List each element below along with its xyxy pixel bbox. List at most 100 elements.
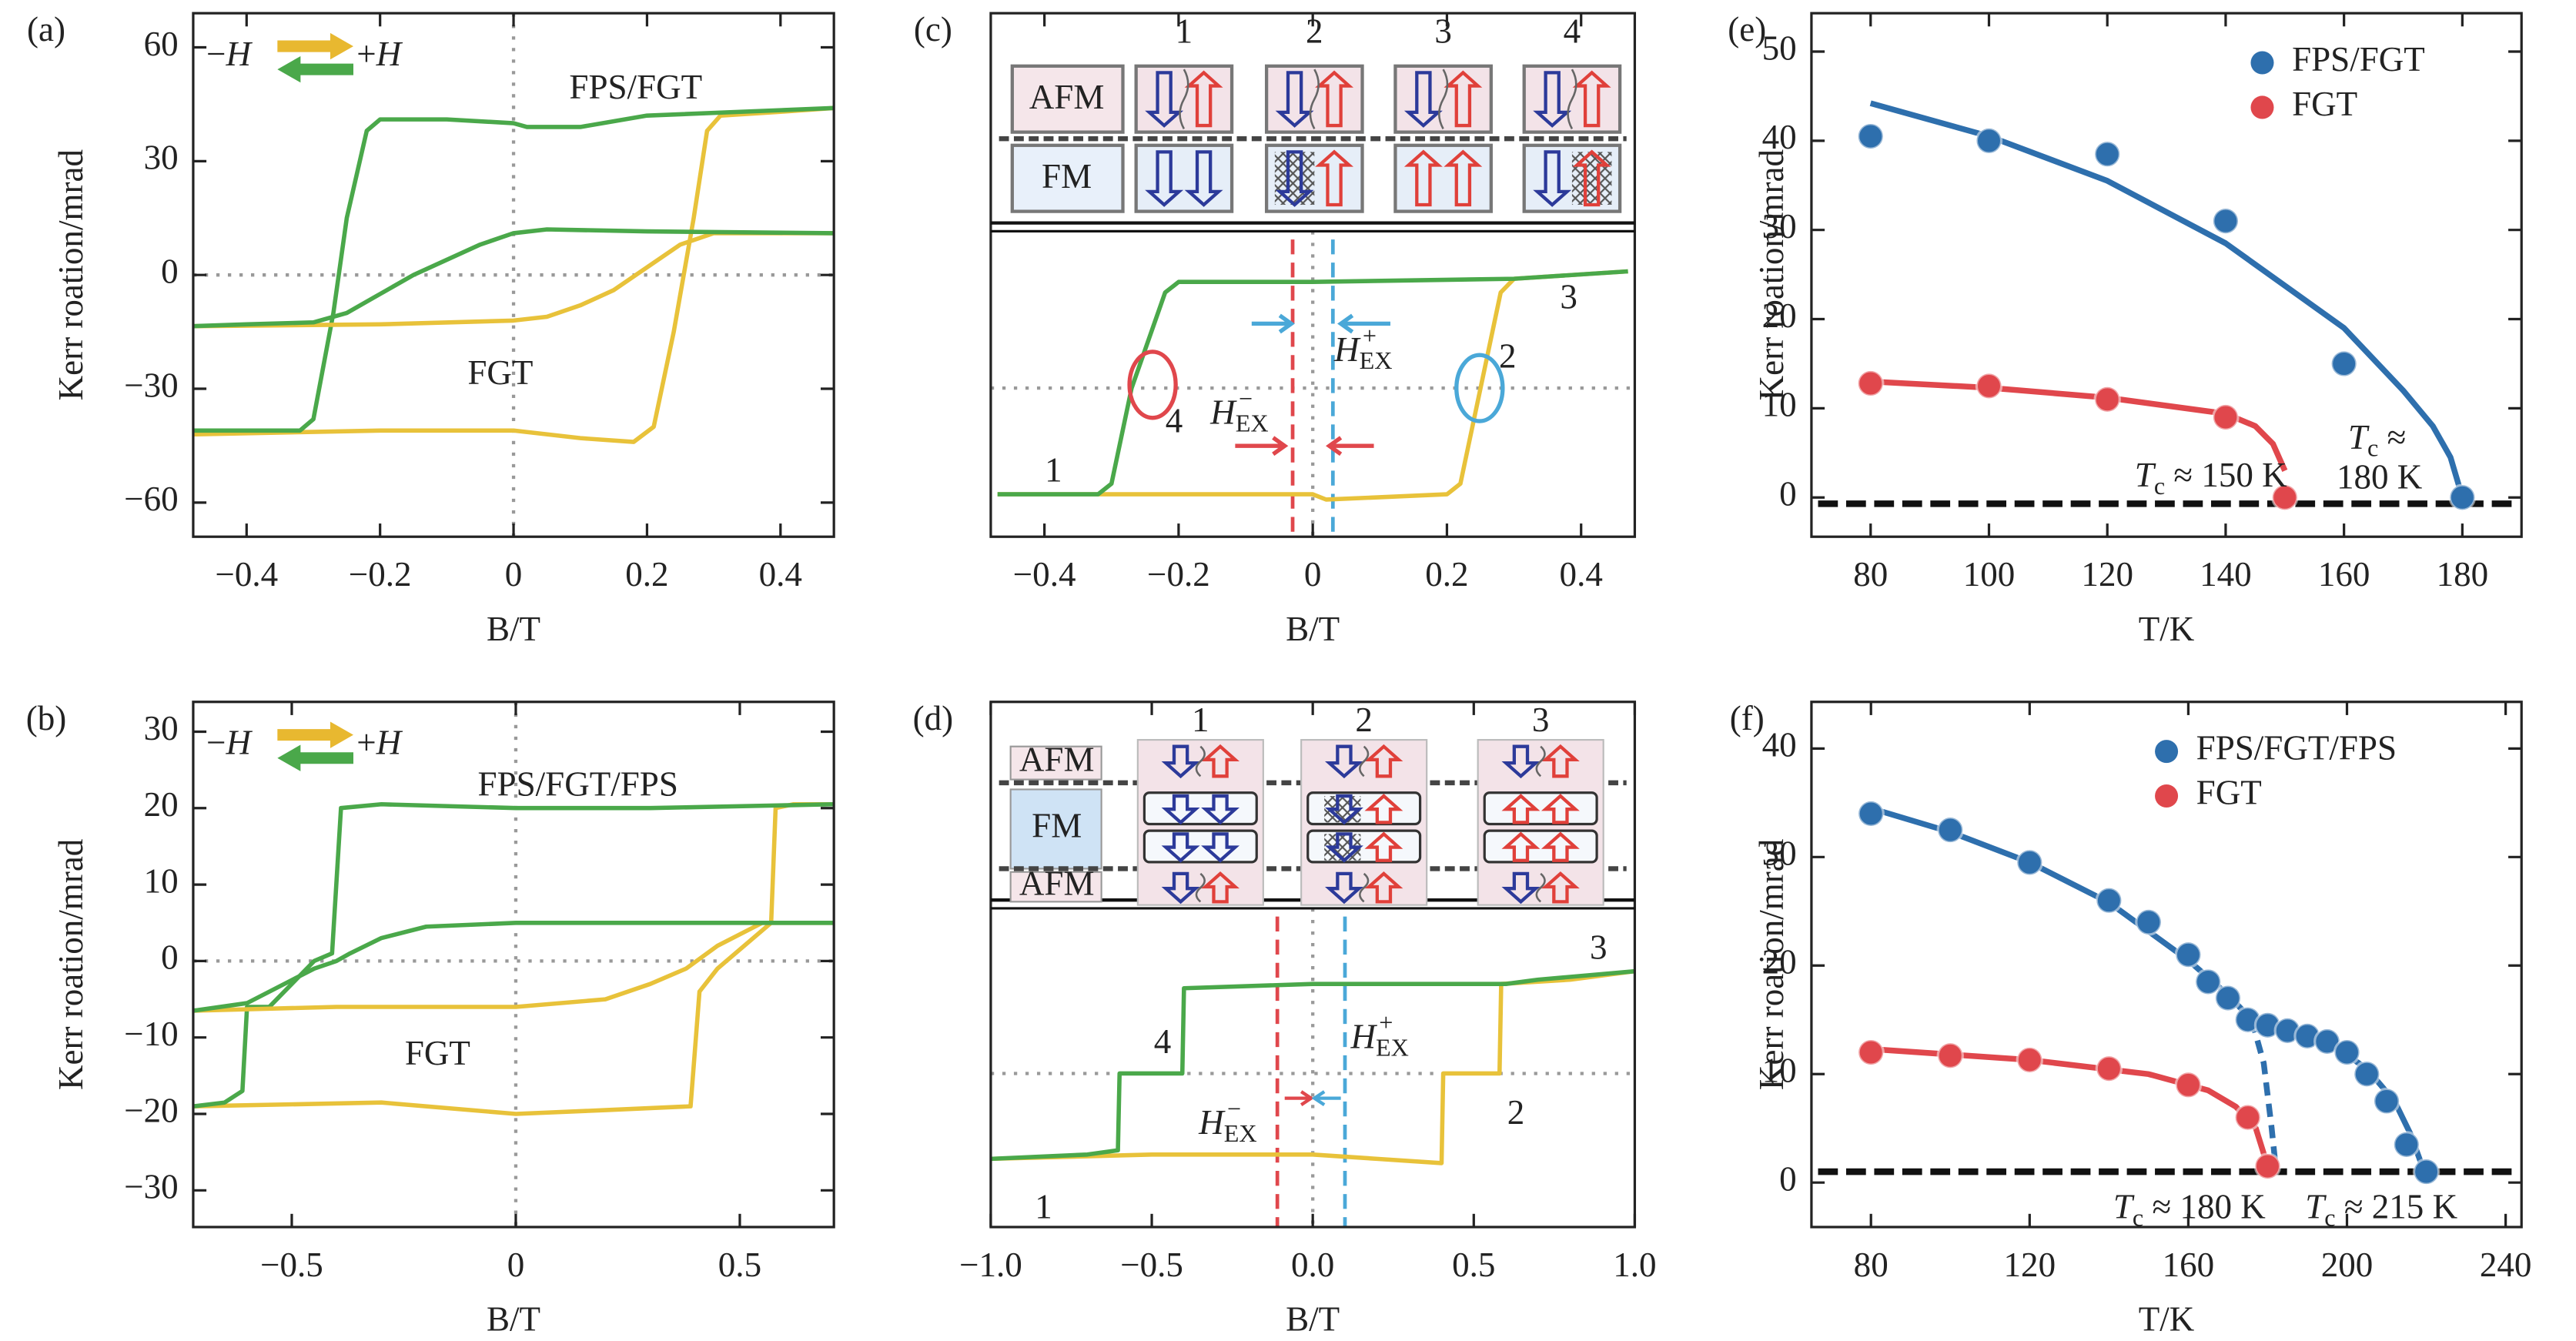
y-tick-label: −30 (124, 366, 178, 404)
annotation-part: ≈ 150 K (2165, 456, 2287, 494)
state-fm (1393, 143, 1493, 213)
annotation: Tc ≈ (2348, 418, 2406, 462)
data-point (2093, 386, 2121, 413)
spin-arrow (1501, 831, 1541, 862)
annotation-part: H (376, 724, 403, 762)
annotation-part: FGT (405, 1034, 470, 1072)
annotation: FGT (405, 1034, 470, 1072)
bias-arrow (1311, 1090, 1341, 1107)
x-tick-label: −0.5 (1120, 1246, 1183, 1284)
annotation: 4 (1166, 402, 1183, 440)
annotation: 2 (1499, 337, 1517, 376)
data-point (1975, 127, 2003, 155)
annotation: +H (356, 35, 403, 73)
annotation-part: 1 (1035, 1188, 1052, 1226)
layer-label: AFM (1029, 78, 1105, 116)
data-point (1975, 372, 2003, 400)
annotation-part: EX (1376, 1034, 1409, 1062)
domain-wall (1274, 152, 1315, 206)
x-tick-label: 0.4 (1560, 555, 1603, 594)
annotation-part: 4 (1166, 402, 1183, 440)
bias-arrow (1235, 436, 1289, 456)
x-tick-label: −1.0 (959, 1246, 1022, 1284)
legend-marker (2250, 51, 2274, 75)
data-point (1857, 122, 1885, 150)
hysteresis-loop (192, 105, 835, 444)
y-tick-label: 0 (161, 938, 179, 977)
y-tick-label: 0 (1779, 1160, 1797, 1199)
state-label: 3 (1532, 701, 1550, 739)
data-point (2095, 887, 2123, 915)
annotation-part: H (226, 724, 253, 762)
fit-curve (1870, 1045, 2271, 1168)
bias-arrow (1337, 313, 1390, 334)
x-tick-label: 0.0 (1291, 1246, 1334, 1284)
spin-arrow (1201, 794, 1240, 825)
annotation: Tc ≈ 180 K (2113, 1188, 2266, 1232)
spin-arrow (1444, 70, 1483, 128)
annotation-part: FPS/FGT/FPS (478, 765, 678, 804)
spin-arrow (1541, 794, 1580, 824)
hysteresis-loop (990, 968, 1635, 1162)
data-point (2393, 1131, 2420, 1159)
y-tick-label: −60 (124, 480, 178, 518)
annotation: HEX+ (1333, 322, 1392, 374)
field-arrow (277, 55, 301, 83)
annotation-part: 2 (1507, 1094, 1525, 1132)
spin-arrow (1364, 744, 1403, 778)
x-tick-label: 0 (1304, 555, 1322, 594)
spin-arrow (1501, 794, 1541, 824)
data-point (1936, 1042, 1964, 1069)
annotation: HEX− (1209, 385, 1268, 437)
domain-wall (1571, 152, 1612, 206)
y-tick-label: 0 (1779, 475, 1797, 513)
x-tick-label: 80 (1853, 555, 1888, 594)
data-point (2016, 1046, 2044, 1074)
spin-arrow (1541, 871, 1580, 904)
y-axis-label: Kerr roation/mrad (1752, 839, 1791, 1090)
spin-arrow (1533, 150, 1572, 207)
x-tick-label: 0 (505, 555, 523, 594)
x-tick-label: 0.4 (759, 555, 802, 594)
spin-arrow (1275, 150, 1314, 207)
exchange-spring (1309, 69, 1320, 129)
legend-marker (2155, 740, 2179, 764)
state-label: 3 (1434, 12, 1452, 50)
x-axis-label: T/K (2139, 1300, 2195, 1339)
spin-arrow (1533, 71, 1572, 128)
panel-label: (b) (26, 699, 67, 737)
x-axis-label: B/T (1286, 1300, 1340, 1339)
hysteresis-loop (997, 269, 1628, 502)
bias-arrow (1326, 436, 1374, 456)
x-tick-label: 0.5 (718, 1246, 761, 1284)
state-label: 4 (1564, 12, 1581, 50)
spin-arrow (1324, 744, 1363, 779)
fm-sublayer (1483, 829, 1598, 864)
annotation: FGT (467, 353, 533, 392)
y-tick-label: 30 (144, 139, 179, 177)
spin-arrow (1184, 70, 1223, 128)
fm-sublayer (1142, 829, 1258, 864)
exchange-spring (1437, 69, 1449, 129)
annotation: HEX− (1198, 1095, 1256, 1147)
hysteresis-loop (192, 105, 835, 433)
legend-label: FGT (2196, 773, 2262, 811)
x-tick-label: 120 (2081, 555, 2133, 594)
state-label: 1 (1176, 12, 1193, 50)
bias-arrow (1284, 1090, 1314, 1107)
panel-label: (d) (913, 699, 954, 737)
x-tick-label: −0.2 (349, 555, 412, 594)
data-point (2174, 1071, 2203, 1099)
x-axis-label: B/T (487, 1300, 540, 1339)
y-tick-label: 30 (1762, 207, 1797, 246)
spin-arrow (1364, 831, 1403, 862)
afm-layer (1009, 871, 1102, 903)
annotation: −H (206, 724, 253, 762)
spin-arrow (1324, 871, 1363, 905)
state-label: 2 (1306, 12, 1323, 50)
data-point (2016, 848, 2044, 877)
y-tick-label: 0 (161, 252, 179, 291)
